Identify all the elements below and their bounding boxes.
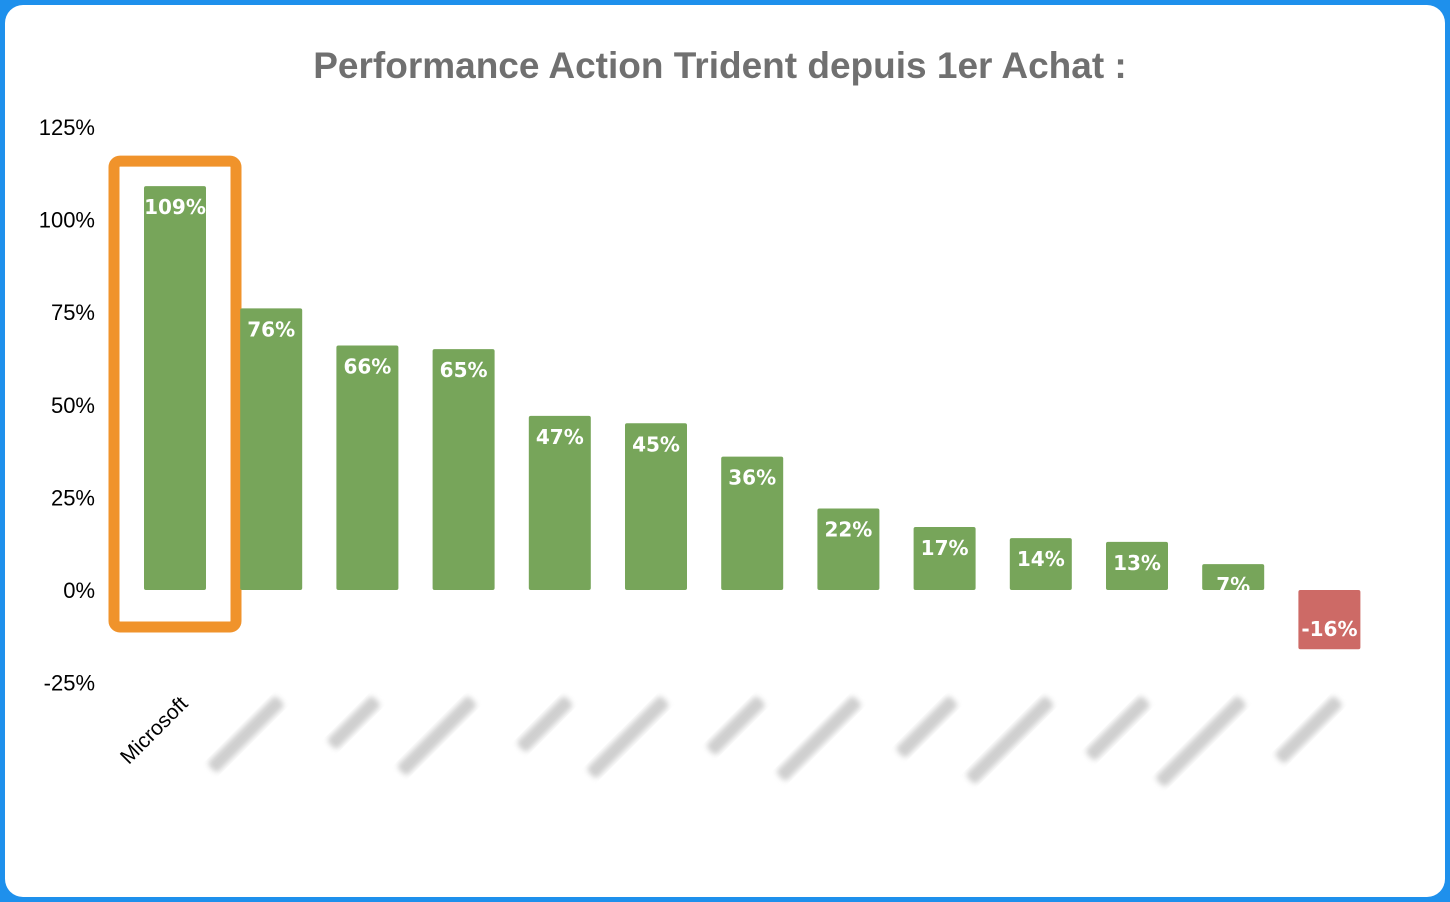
data-label: 76% — [247, 317, 295, 341]
chart-frame: Performance Action Trident depuis 1er Ac… — [5, 5, 1445, 897]
bar — [240, 308, 303, 590]
data-label: 65% — [440, 358, 488, 382]
data-label: 109% — [144, 195, 206, 219]
bar — [1009, 538, 1072, 590]
y-tick-label: 50% — [51, 393, 95, 418]
blurred-category-label — [587, 696, 669, 778]
bar — [144, 186, 206, 590]
blurred-category-label — [517, 696, 573, 752]
data-labels: 109% 76% 66% 65% 47% 45% 36% 22% 17% 14% 13% 7% -16% — [144, 195, 1357, 641]
data-label: -16% — [1301, 617, 1357, 641]
data-label: 14% — [1017, 547, 1065, 571]
bar — [336, 345, 399, 590]
bar — [432, 349, 495, 590]
blurred-category-label — [707, 696, 765, 755]
bar — [625, 423, 687, 590]
highlight-layer — [108, 155, 242, 633]
chart-title: Performance Action Trident depuis 1er Ac… — [313, 45, 1127, 86]
blurred-category-label — [966, 696, 1054, 784]
y-tick-label: 125% — [39, 115, 95, 140]
blurred-category-label — [896, 696, 957, 758]
blurred-category-label — [397, 696, 476, 775]
y-axis: -25% 0% 25% 50% 75% 100% 125% — [39, 115, 95, 696]
data-label: 47% — [536, 425, 584, 449]
x-axis: Microsoft — [116, 692, 1342, 787]
blurred-category-label — [327, 696, 380, 749]
bar — [528, 415, 591, 590]
blurred-category-label — [208, 696, 284, 772]
bar — [1202, 564, 1265, 590]
bar — [1106, 541, 1168, 590]
blurred-category-label — [1086, 696, 1150, 760]
y-tick-label: 25% — [51, 485, 95, 510]
y-tick-label: -25% — [44, 671, 95, 696]
blurred-category-label — [1156, 696, 1246, 787]
bar-chart: -25% 0% 25% 50% 75% 100% 125% 109% 76% 66% 65% 47%… — [39, 115, 1361, 787]
data-label: 17% — [921, 536, 969, 560]
data-label: 22% — [824, 517, 872, 541]
y-tick-label: 100% — [39, 208, 95, 233]
data-label: 66% — [343, 354, 391, 378]
blurred-category-label — [777, 696, 861, 781]
data-label: 13% — [1113, 551, 1161, 575]
highlight-box — [108, 155, 242, 633]
bar — [1298, 590, 1361, 650]
x-tick-label: Microsoft — [116, 692, 193, 769]
bar — [721, 456, 784, 590]
blurred-category-label — [1275, 696, 1342, 763]
bar — [913, 527, 976, 590]
y-tick-label: 0% — [63, 578, 95, 603]
data-label: 36% — [728, 466, 776, 490]
bars — [144, 186, 1361, 650]
bar — [817, 508, 880, 590]
data-label: 45% — [632, 432, 680, 456]
y-tick-label: 75% — [51, 300, 95, 325]
data-label: 7% — [1216, 573, 1250, 597]
